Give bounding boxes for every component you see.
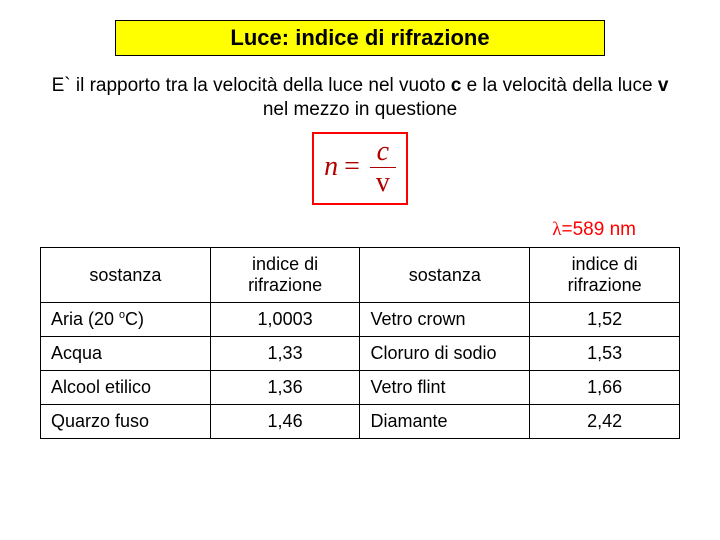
table-header-row: sostanza indice di rifrazione sostanza i…: [41, 248, 680, 303]
formula-denominator: v: [370, 168, 396, 197]
formula-container: n = c v: [40, 132, 680, 206]
formula-box: n = c v: [312, 132, 408, 206]
cell-index: 2,42: [530, 405, 680, 439]
cell-index: 1,36: [210, 371, 360, 405]
table-row: Acqua 1,33 Cloruro di sodio 1,53: [41, 337, 680, 371]
cell-substance: Acqua: [41, 337, 211, 371]
formula-numerator: c: [371, 138, 395, 167]
lambda-symbol: λ: [552, 219, 561, 240]
cell-index: 1,46: [210, 405, 360, 439]
cell-substance: Quarzo fuso: [41, 405, 211, 439]
cell-index: 1,0003: [210, 303, 360, 337]
wavelength-value: =589 nm: [562, 219, 636, 240]
cell-index: 1,66: [530, 371, 680, 405]
header-sostanza-2: sostanza: [360, 248, 530, 303]
cell-text: Aria (20: [51, 309, 119, 329]
cell-substance: Alcool etilico: [41, 371, 211, 405]
cell-substance: Vetro crown: [360, 303, 530, 337]
slide: Luce: indice di rifrazione E` il rapport…: [0, 0, 720, 540]
definition-mid: e la velocità della luce: [461, 75, 657, 96]
cell-substance: Vetro flint: [360, 371, 530, 405]
refraction-table: sostanza indice di rifrazione sostanza i…: [40, 247, 680, 439]
cell-index: 1,33: [210, 337, 360, 371]
table-row: Quarzo fuso 1,46 Diamante 2,42: [41, 405, 680, 439]
cell-text: C): [125, 309, 144, 329]
formula-eq: =: [344, 151, 360, 183]
cell-index: 1,53: [530, 337, 680, 371]
formula-fraction: c v: [370, 138, 396, 198]
symbol-c: c: [451, 75, 462, 96]
table-row: Aria (20 oC) 1,0003 Vetro crown 1,52: [41, 303, 680, 337]
wavelength-note: λ=589 nm: [40, 219, 636, 241]
formula-expression: n = c v: [324, 138, 396, 198]
title-box: Luce: indice di rifrazione: [115, 20, 605, 56]
formula-lhs: n: [324, 151, 338, 183]
symbol-v: v: [658, 75, 669, 96]
header-indice-2: indice di rifrazione: [530, 248, 680, 303]
cell-substance: Cloruro di sodio: [360, 337, 530, 371]
cell-substance: Aria (20 oC): [41, 303, 211, 337]
definition-suffix: nel mezzo in questione: [263, 99, 457, 120]
cell-index: 1,52: [530, 303, 680, 337]
slide-title: Luce: indice di rifrazione: [230, 25, 489, 50]
header-sostanza-1: sostanza: [41, 248, 211, 303]
cell-substance: Diamante: [360, 405, 530, 439]
table-row: Alcool etilico 1,36 Vetro flint 1,66: [41, 371, 680, 405]
header-indice-1: indice di rifrazione: [210, 248, 360, 303]
definition-prefix: E` il rapporto tra la velocità della luc…: [52, 75, 451, 96]
definition-text: E` il rapporto tra la velocità della luc…: [40, 74, 680, 122]
